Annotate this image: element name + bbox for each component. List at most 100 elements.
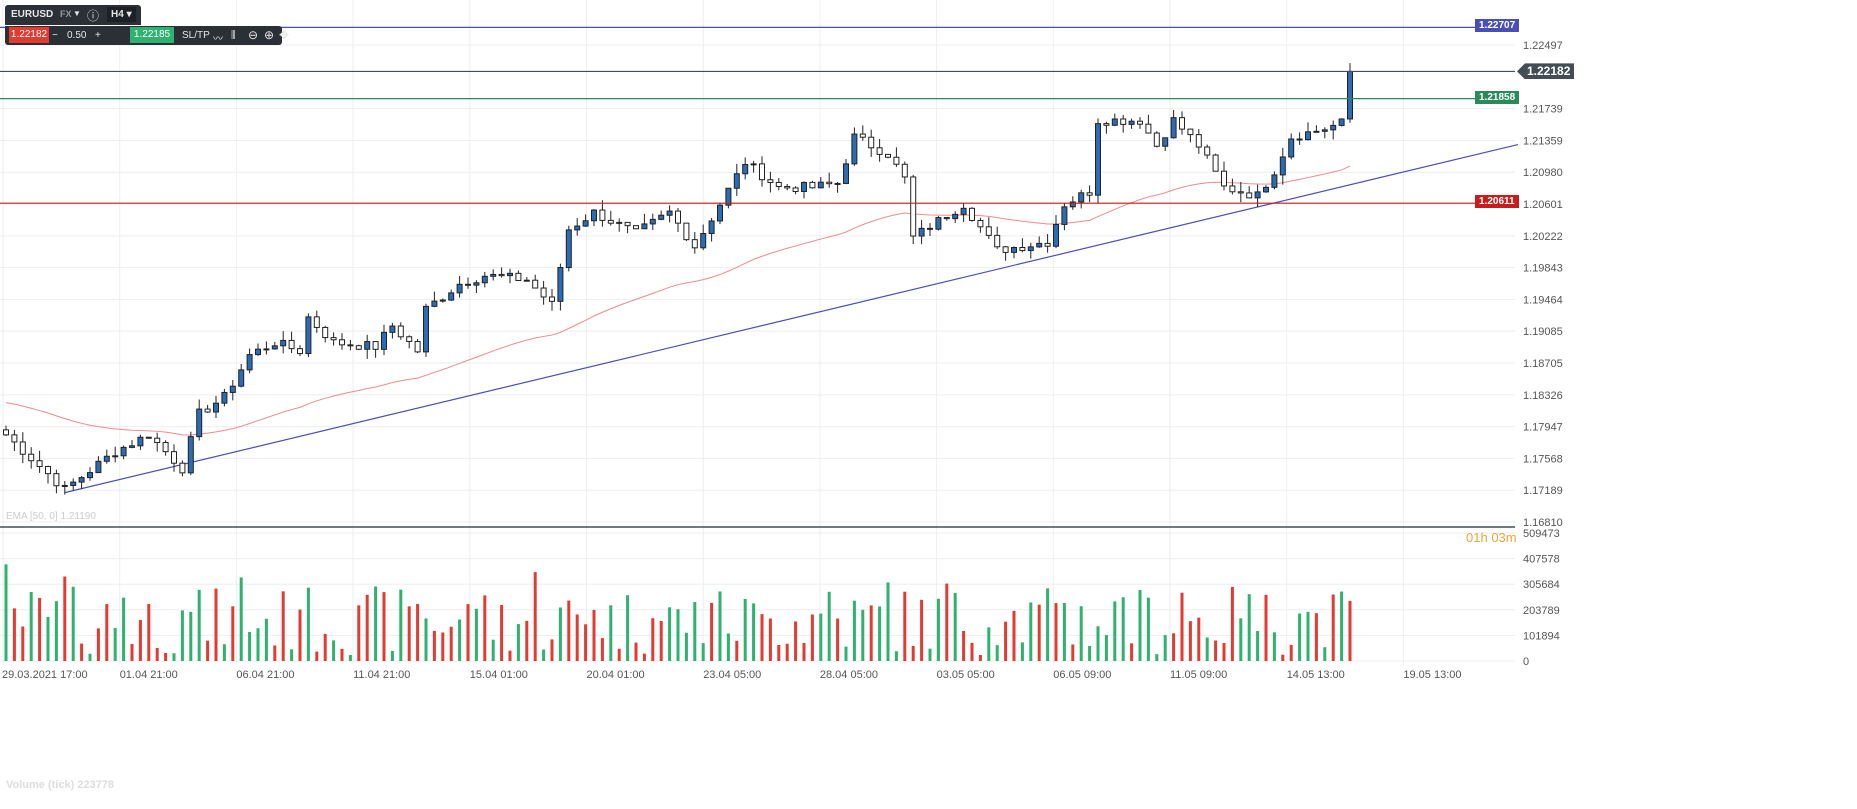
candle (1162, 137, 1169, 147)
volume-bar (1037, 604, 1041, 661)
ema-legend[interactable]: EMA [50, 0] 1.21190 (6, 511, 96, 522)
candle (733, 173, 740, 189)
volume-bar (1020, 642, 1024, 661)
volume-bar (1104, 635, 1108, 661)
candle (1221, 170, 1227, 187)
current-price-label[interactable]: 1.22182 (1517, 63, 1575, 80)
volume-bar (54, 601, 58, 661)
candle (515, 272, 522, 282)
candle (1330, 124, 1337, 131)
candle (238, 369, 245, 387)
y-tick-label: 1.19464 (1523, 294, 1563, 306)
candle (221, 391, 228, 404)
volume-bar (122, 597, 126, 661)
volume-bar (836, 618, 840, 661)
candle (490, 273, 497, 277)
volume-bar (1029, 602, 1033, 661)
volume-bar (768, 618, 772, 661)
volume-bar (491, 639, 495, 661)
candle (901, 163, 908, 178)
candle (624, 221, 631, 227)
candle (213, 402, 219, 413)
sell-button[interactable]: 1.22182 (9, 27, 49, 43)
y-tick-label: 1.16810 (1523, 517, 1563, 529)
increase-lot-button[interactable]: + (95, 30, 101, 41)
candle (599, 209, 606, 221)
move-icon[interactable]: ✥ (279, 28, 290, 42)
candle (1002, 246, 1009, 253)
volume-bar (155, 647, 159, 661)
symbol-name[interactable]: EURUSD (11, 9, 54, 20)
candle (364, 341, 371, 350)
zoom-in-icon[interactable]: ⊕ (264, 28, 275, 42)
volume-bar (600, 638, 604, 661)
volume-bar (651, 618, 655, 661)
volume-bar (592, 609, 596, 661)
candle (87, 472, 93, 479)
decrease-lot-button[interactable]: − (52, 30, 58, 41)
candle (1061, 206, 1068, 225)
candle (347, 344, 354, 347)
lot-size-input[interactable]: 0.50 (67, 30, 87, 41)
sltp-button[interactable]: SL/TP (182, 30, 210, 41)
line-chart-icon[interactable]: 〰 (213, 34, 223, 45)
ema-line (5, 165, 1351, 436)
candle (607, 219, 614, 224)
volume-legend[interactable]: Volume (tick) 223778 (6, 779, 115, 791)
chevron-down-icon[interactable]: ▼ (73, 9, 81, 18)
volume-bar (953, 592, 957, 661)
candle (1027, 246, 1034, 252)
price-line-label[interactable]: 1.21858 (1475, 90, 1520, 104)
volume-bar (693, 601, 697, 661)
candle (1011, 247, 1017, 253)
volume-bar (407, 606, 411, 661)
candle (1044, 242, 1051, 247)
candle (45, 465, 51, 475)
y-tick-label: 1.22497 (1523, 40, 1563, 52)
candle (406, 336, 413, 342)
candle (952, 213, 959, 220)
candle (355, 345, 362, 350)
y-tick-label: 1.21739 (1523, 104, 1563, 116)
candle (750, 163, 757, 166)
volume-bar (911, 645, 915, 661)
price-line-label[interactable]: 1.22707 (1475, 19, 1520, 33)
volume-bar (500, 604, 504, 661)
volume-bar (458, 619, 462, 661)
candle (36, 460, 43, 467)
zoom-out-icon[interactable]: ⊖ (248, 28, 259, 42)
candle (1195, 134, 1202, 148)
info-icon[interactable]: ⓘ (87, 9, 100, 23)
buy-button[interactable]: 1.22185 (130, 27, 174, 43)
candle (103, 455, 110, 462)
volume-bar (752, 603, 756, 661)
candle (196, 408, 203, 438)
candle (288, 339, 295, 350)
candle (977, 219, 984, 228)
candle (1179, 117, 1185, 130)
candle (61, 484, 68, 487)
candle (145, 436, 152, 439)
indicators-icon[interactable]: ⫼ (231, 30, 236, 41)
volume-bar (130, 643, 134, 661)
symbol-bar: EURUSD FX ▼ ⓘ H4 ▾ (5, 5, 141, 25)
volume-bar (978, 655, 982, 661)
volume-bar (668, 607, 672, 661)
volume-bar (239, 577, 243, 661)
candle (137, 436, 144, 447)
volume-bar (676, 609, 680, 661)
price-line-label[interactable]: 1.20611 (1475, 195, 1519, 209)
y-tick-label: 1.21359 (1523, 135, 1563, 147)
timeframe-select[interactable]: H4 ▾ (107, 7, 136, 22)
candle (431, 300, 438, 307)
candle (263, 348, 270, 351)
volume-bar (1088, 646, 1092, 661)
volume-bar (550, 639, 554, 661)
volume-bar (928, 648, 932, 661)
volume-bar (1121, 597, 1125, 661)
volume-bar (1163, 635, 1167, 661)
volume-bar (222, 644, 226, 661)
volume-bar (819, 613, 823, 661)
volume-bar (609, 605, 613, 661)
